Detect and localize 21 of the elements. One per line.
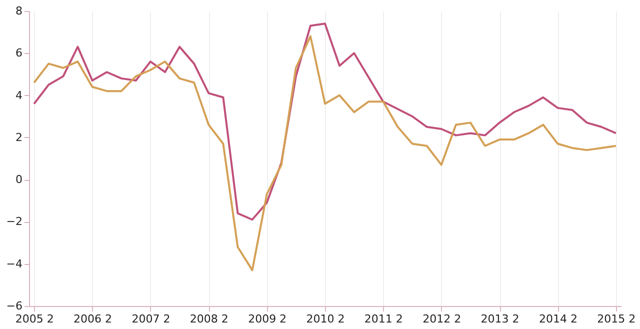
x-tick-label: 2012 2: [422, 312, 462, 326]
x-tick-label: 2014 2: [538, 312, 578, 326]
x-tick-label: 2005 2: [15, 312, 54, 326]
x-tick-label: 2010 2: [306, 312, 345, 326]
y-tick-label: 6: [16, 46, 22, 60]
y-tick-label: 8: [16, 4, 22, 18]
x-tick-label: 2015 2: [597, 312, 636, 326]
y-tick-label: 0: [16, 173, 22, 186]
y-tick-label: −2: [6, 215, 22, 228]
x-tick-label: 2013 2: [480, 312, 520, 326]
y-tick-label: −6: [6, 300, 22, 312]
y-tick-label: −4: [6, 257, 22, 270]
x-tick-label: 2007 2: [132, 312, 170, 326]
line-series: [33, 35, 617, 272]
y-tick-label: 2: [16, 130, 22, 144]
x-tick-label: 2008 2: [190, 312, 228, 326]
x-tick-label: 2011 2: [364, 312, 403, 326]
y-tick-label: 4: [16, 88, 22, 102]
x-tick-label: 2006 2: [74, 312, 112, 326]
x-tick-label: 2009 2: [248, 312, 287, 326]
line-series: [33, 22, 617, 221]
